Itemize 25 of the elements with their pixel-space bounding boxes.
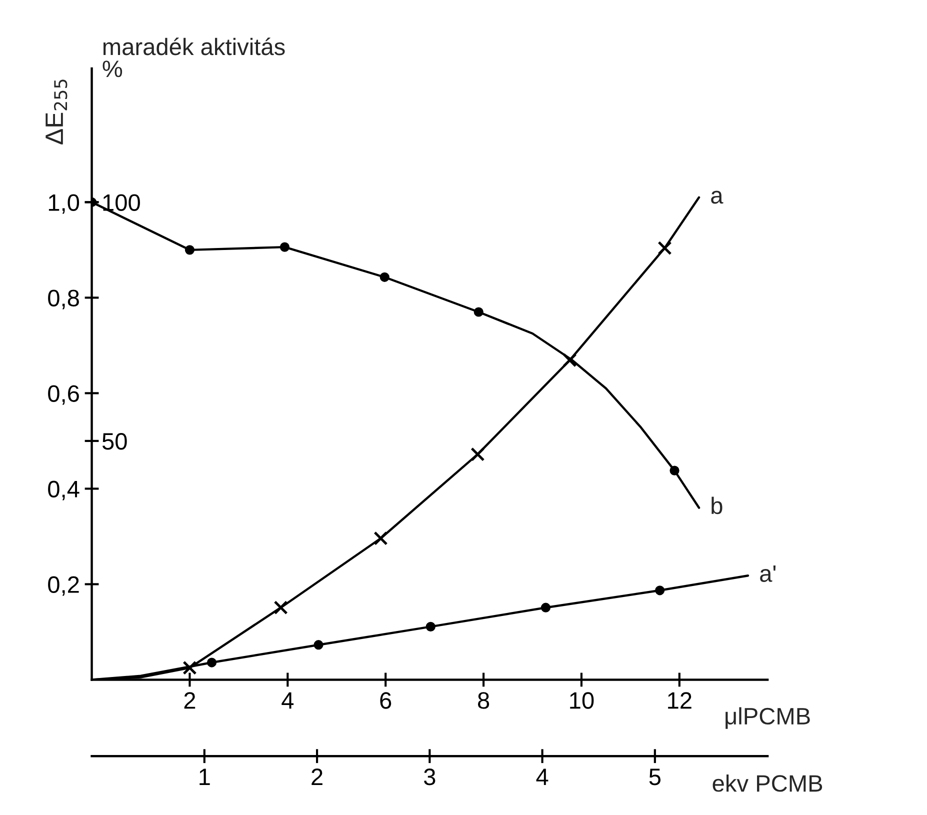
y-tick-label: 0,6: [48, 385, 79, 405]
x-tick-label: 2: [184, 692, 196, 709]
x2-tick-label: 2: [312, 768, 322, 786]
x2-tick-label: 4: [536, 768, 548, 786]
y-tick-label: 0,4: [48, 480, 80, 500]
x-tick-label: 12: [668, 692, 692, 709]
y-tick-label: 0,2: [48, 576, 79, 596]
x-tick-label: 4: [282, 692, 294, 709]
y2-axis-title: maradék aktivitás %: [102, 38, 285, 78]
x2-tick-label: 1: [200, 768, 210, 786]
x-tick-label: 10: [570, 692, 594, 709]
series-label: b: [712, 496, 722, 514]
x2-tick-label: 3: [424, 768, 436, 786]
y2-tick-label: 100: [103, 194, 140, 211]
series-label: a': [760, 565, 776, 582]
series-label: a: [711, 190, 724, 204]
x-axis-title: μlPCMB: [726, 707, 810, 729]
y2-tick-label: 50: [102, 433, 127, 450]
x-tick-label: 8: [478, 692, 490, 709]
y-tick-label: 0,8: [48, 290, 79, 310]
y-tick-label: 1,0: [48, 194, 80, 214]
x-tick-label: 6: [380, 692, 392, 709]
y-axis-title: ΔE$_{255}$: [46, 80, 68, 144]
x2-axis-title: ekv PCMB: [712, 774, 822, 792]
x2-tick-label: 5: [649, 768, 660, 786]
